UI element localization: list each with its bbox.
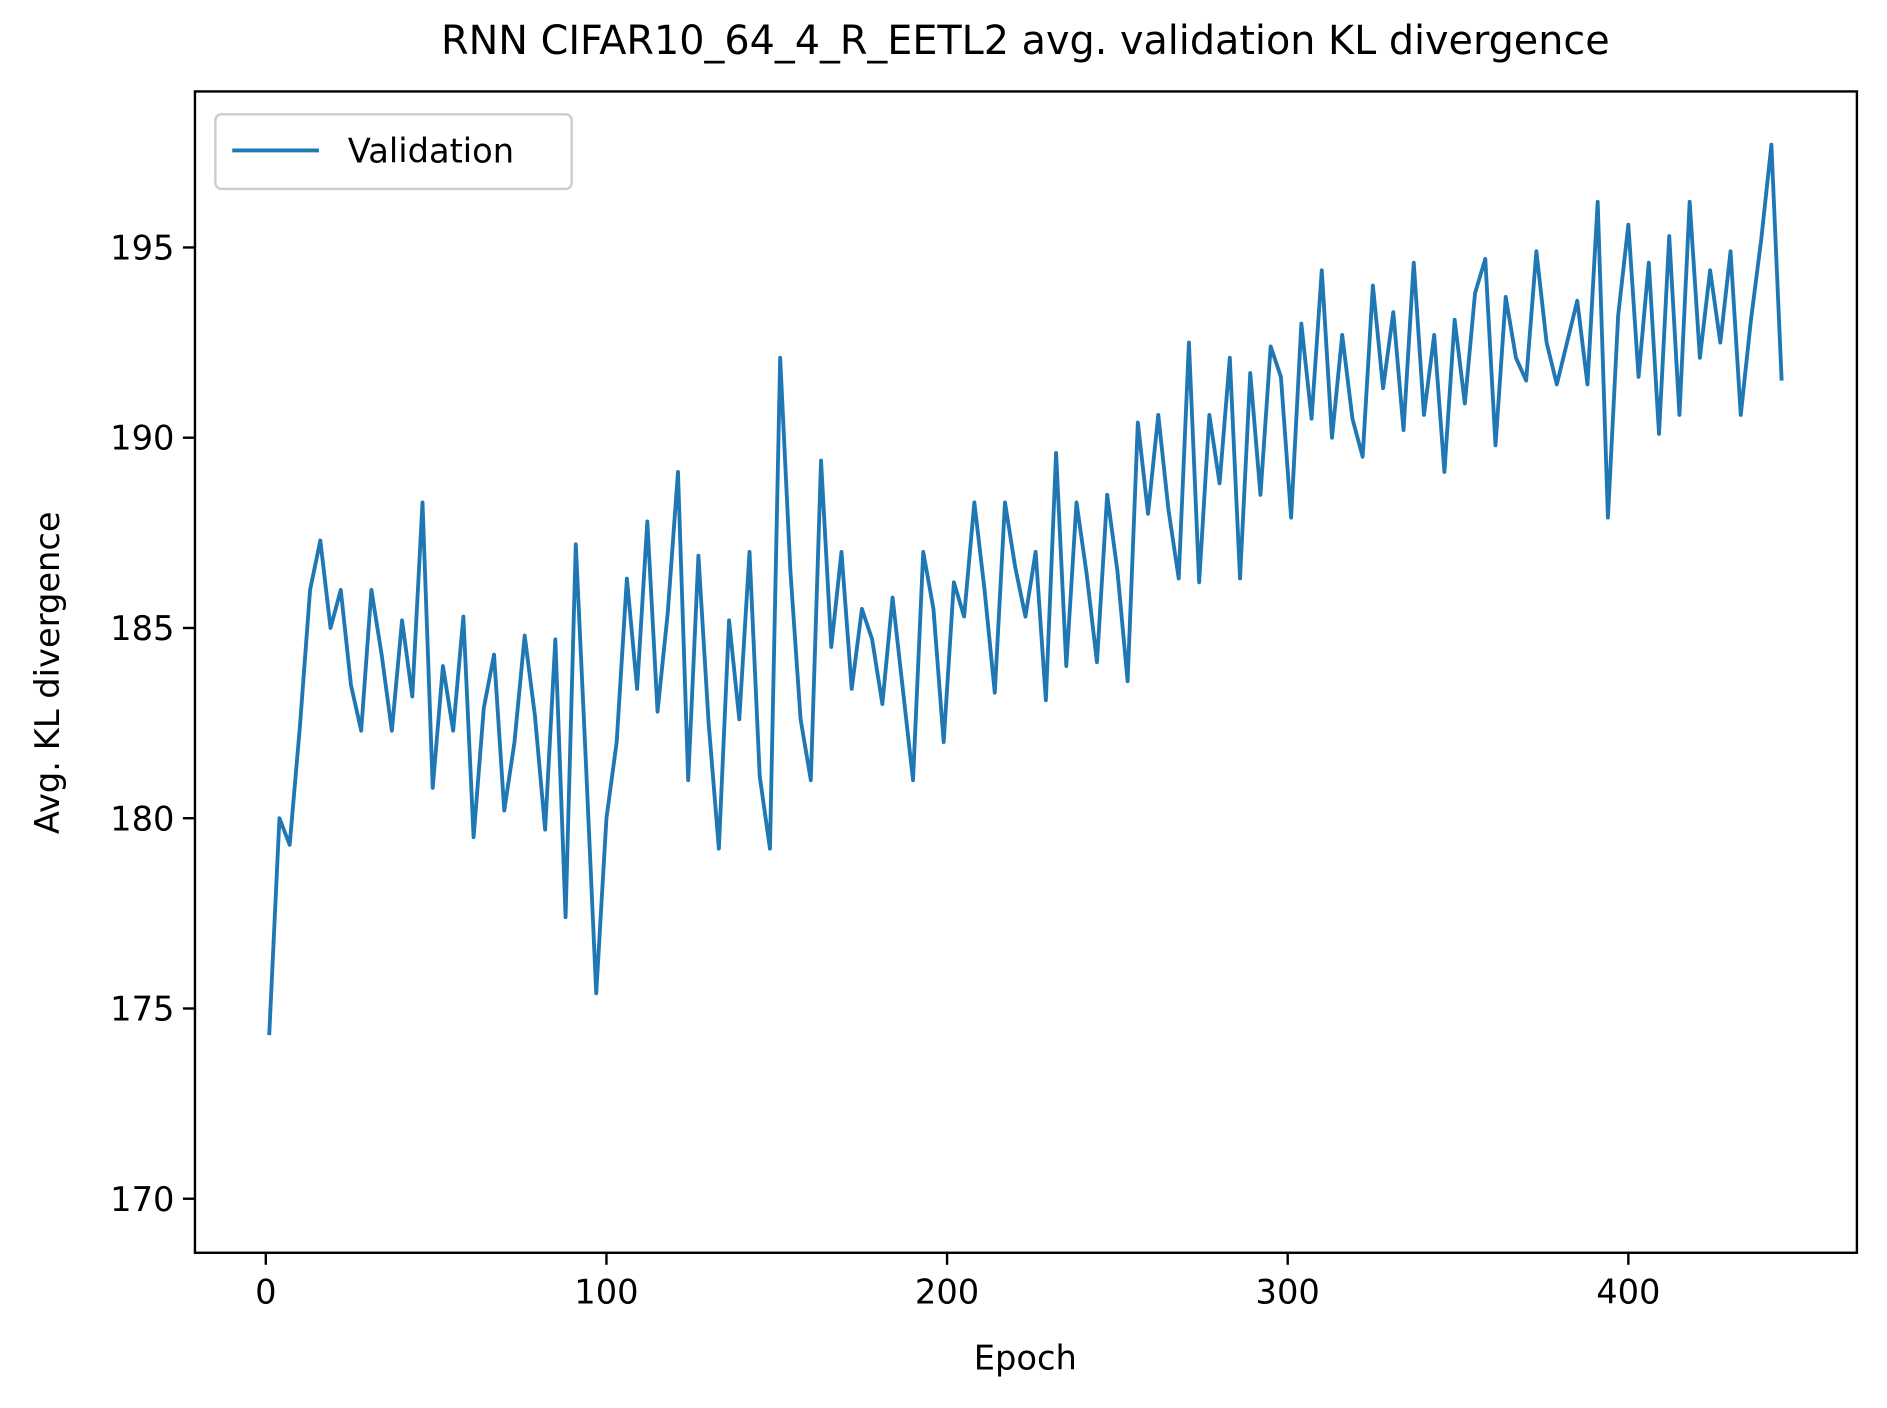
x-tick-label: 0 bbox=[255, 1272, 276, 1311]
x-axis-label: Epoch bbox=[974, 1339, 1077, 1378]
legend-label: Validation bbox=[348, 131, 514, 170]
x-tick-label: 300 bbox=[1256, 1272, 1320, 1311]
x-tick-label: 100 bbox=[574, 1272, 638, 1311]
x-tick-label: 400 bbox=[1596, 1272, 1660, 1311]
chart-title: RNN CIFAR10_64_4_R_EETL2 avg. validation… bbox=[441, 18, 1610, 64]
x-tick-label: 200 bbox=[915, 1272, 979, 1311]
y-tick-label: 170 bbox=[110, 1180, 174, 1219]
y-axis-label: Avg. KL divergence bbox=[28, 511, 67, 834]
y-tick-label: 190 bbox=[110, 419, 174, 458]
plot-frame bbox=[193, 90, 1859, 1254]
legend-box bbox=[214, 113, 573, 191]
y-tick-label: 180 bbox=[110, 799, 174, 838]
y-tick-label: 175 bbox=[110, 990, 174, 1029]
data-line bbox=[267, 142, 1784, 1036]
y-tick-label: 185 bbox=[110, 609, 174, 648]
y-tick-label: 195 bbox=[110, 228, 174, 267]
